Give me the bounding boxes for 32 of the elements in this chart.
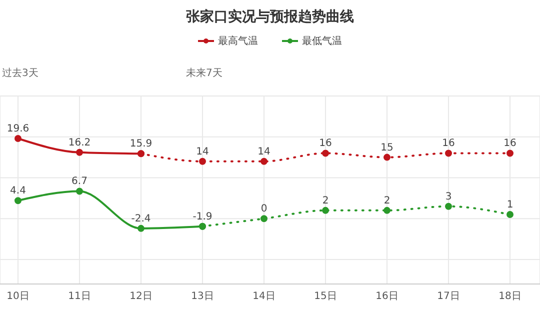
data-label: -1.9	[192, 211, 212, 222]
x-tick-label: 17日	[437, 291, 460, 302]
data-label: 19.6	[6, 124, 30, 135]
data-label: 16	[504, 138, 516, 150]
x-tick-label: 14日	[252, 291, 276, 302]
data-label: 15.9	[130, 138, 152, 150]
data-label: 0	[260, 204, 268, 215]
data-label: 16	[442, 138, 455, 150]
legend-label: 最低气温	[301, 35, 342, 48]
data-label: 4.4	[10, 186, 26, 197]
legend-label: 最高气温	[217, 34, 258, 48]
data-label: 16.2	[68, 137, 91, 148]
data-label: 14	[196, 146, 209, 158]
data-label: 2	[322, 195, 329, 206]
text: 过去3天	[2, 66, 38, 80]
data-label: 14	[258, 146, 270, 158]
x-tick-label: 12日	[130, 291, 152, 302]
data-label: 1	[506, 200, 514, 211]
data-label: -2.4	[131, 213, 151, 224]
x-tick-label: 15日	[314, 291, 337, 302]
data-label: 2	[384, 195, 390, 206]
x-tick-label: 11日	[68, 291, 91, 302]
chart-title: 张家口实况与预报趋势曲线	[185, 8, 355, 26]
data-label: 15	[380, 142, 394, 154]
x-tick-label: 10日	[6, 291, 30, 302]
text: 未来7天	[186, 66, 222, 80]
data-label: 3	[445, 191, 452, 202]
x-tick-label: 16日	[376, 291, 398, 302]
x-tick-label: 13日	[191, 291, 214, 302]
data-label: 6.7	[72, 176, 88, 188]
x-tick-label: 18日	[498, 291, 522, 302]
data-label: 16	[319, 138, 332, 150]
